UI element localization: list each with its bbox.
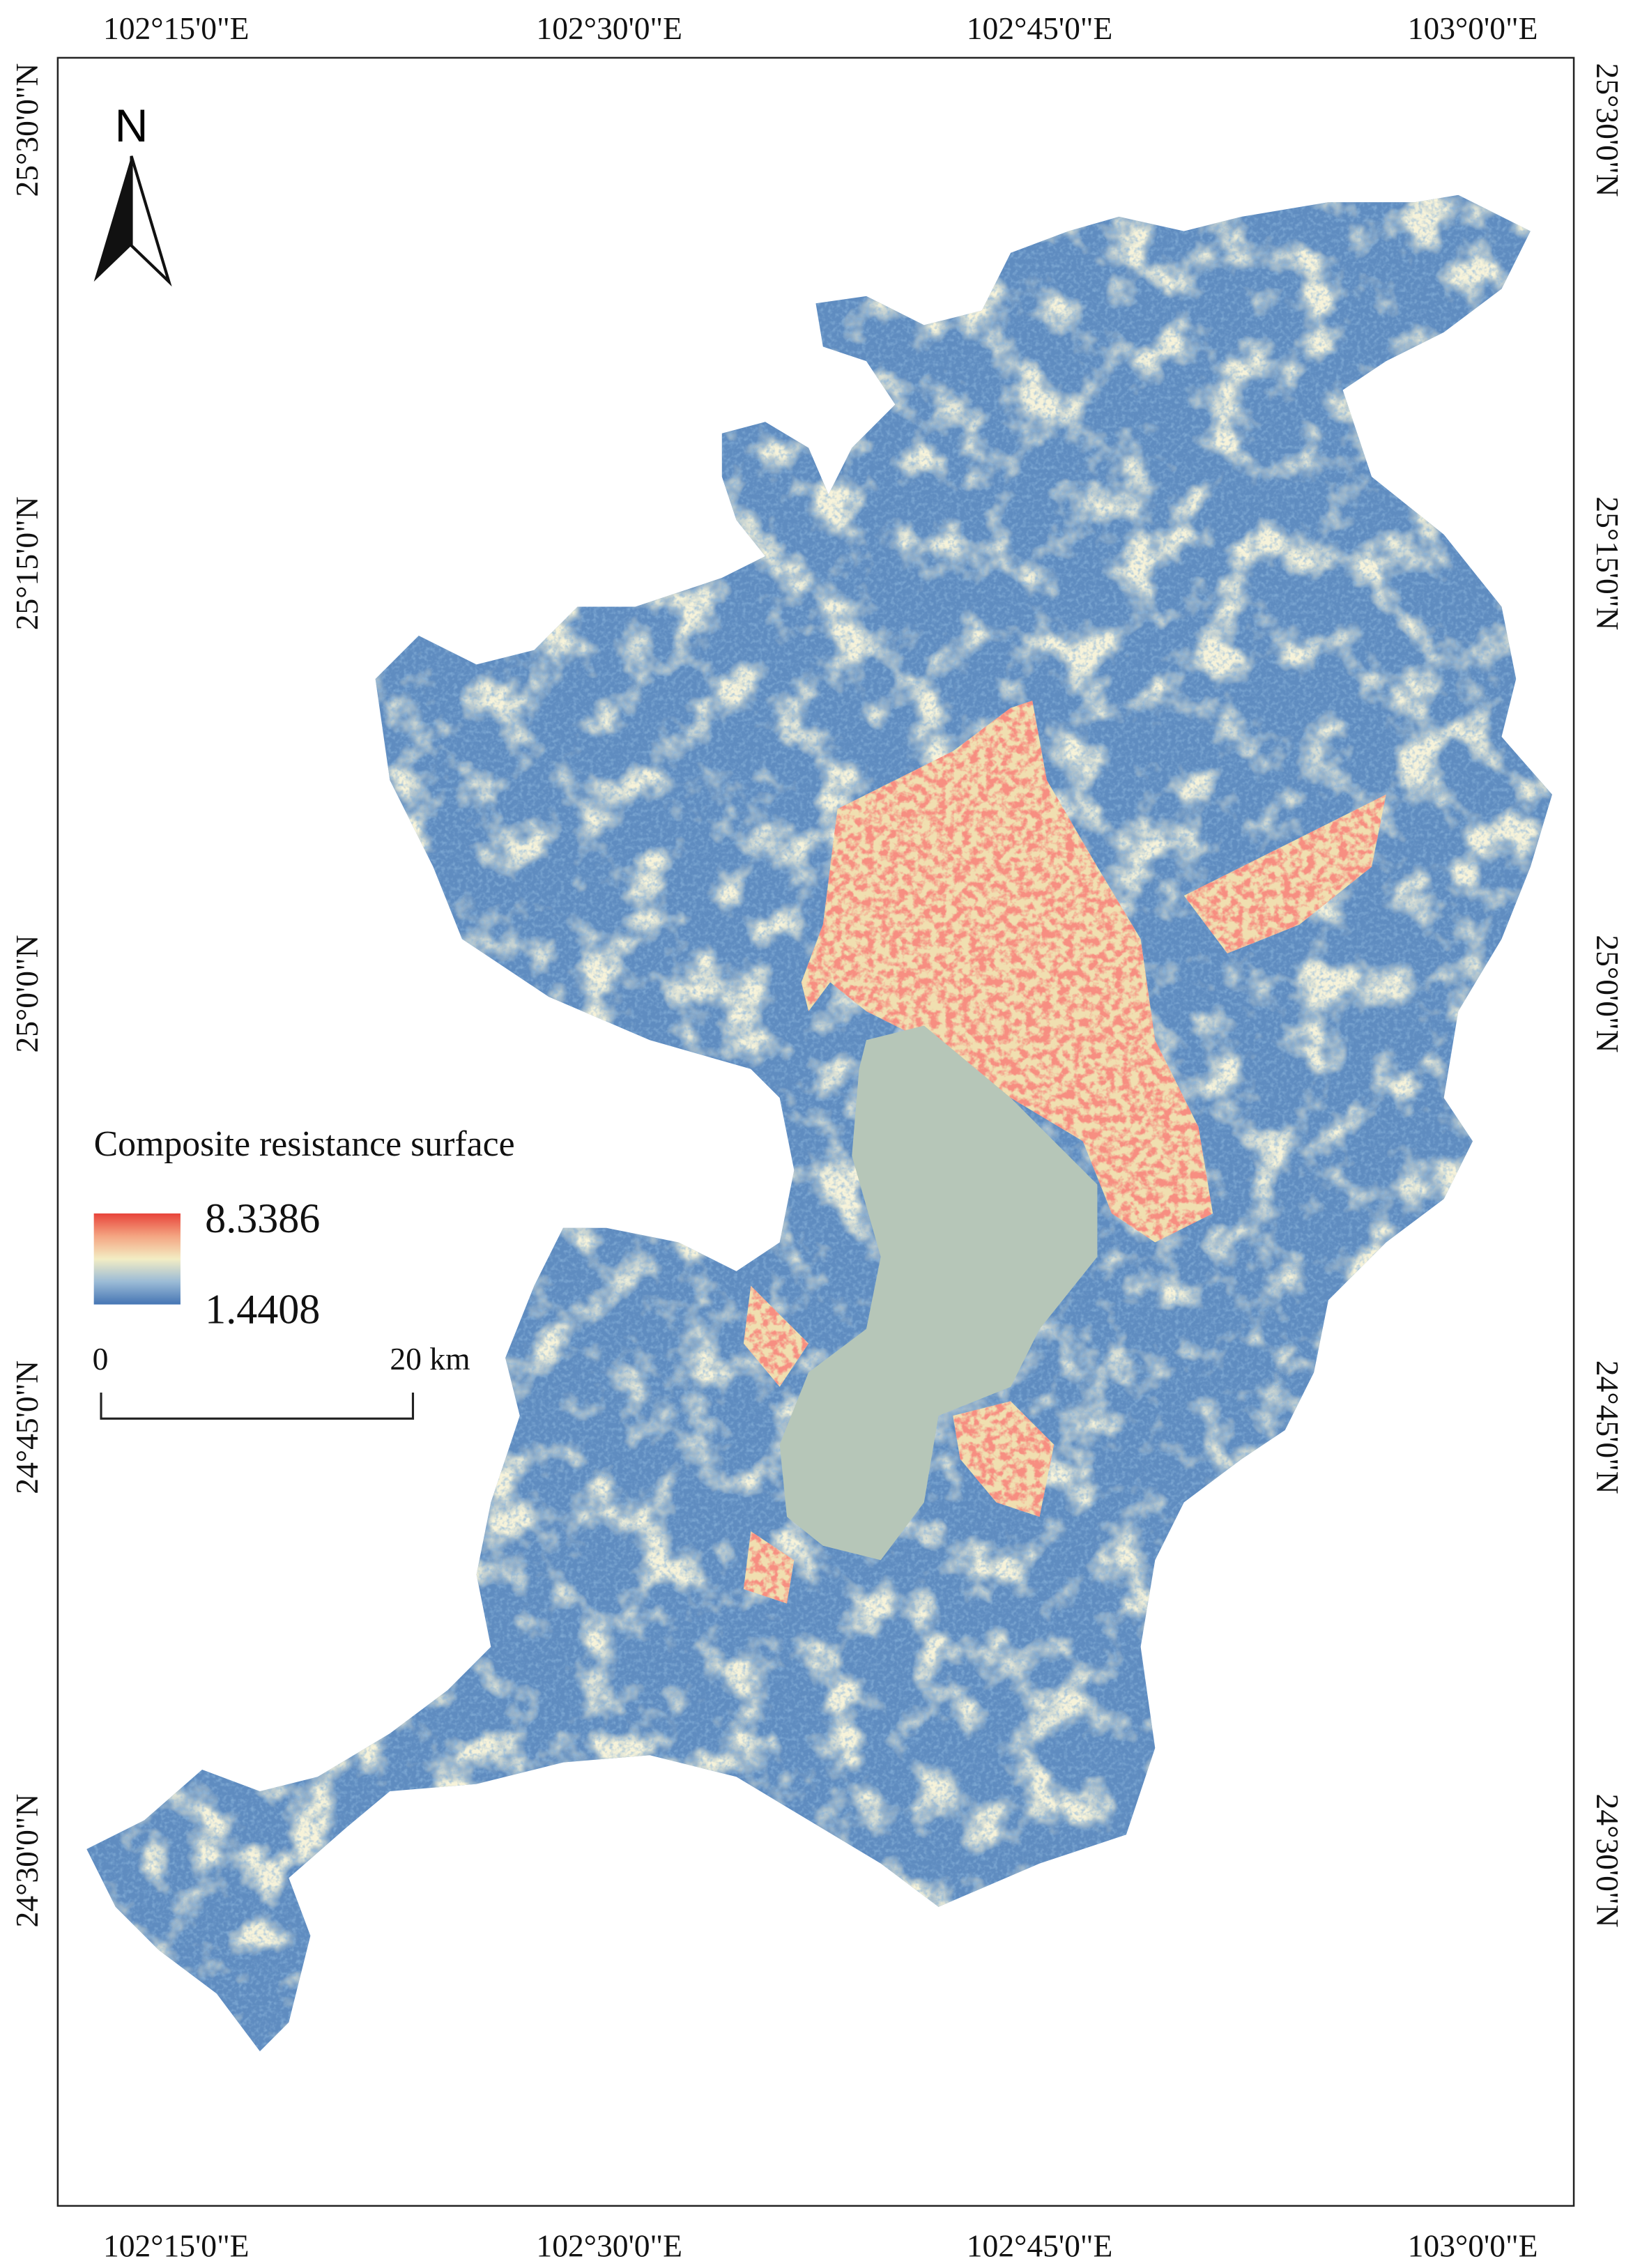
longitude-label-bottom: 102°45'0"E <box>967 2228 1113 2263</box>
scale-line <box>100 1392 415 1420</box>
latitude-label-left: 25°0'0"N <box>9 935 45 1052</box>
north-arrow: N <box>93 100 172 287</box>
latitude-label-right: 24°45'0"N <box>1590 1361 1625 1494</box>
latitude-label-left: 24°45'0"N <box>9 1361 45 1494</box>
scale-end: 20 km <box>390 1341 470 1377</box>
resistance-raster <box>86 194 1552 2052</box>
legend: Composite resistance surface 8.3386 1.44… <box>93 1124 515 1333</box>
latitude-label-right: 24°30'0"N <box>1590 1794 1625 1928</box>
map-frame <box>56 56 1575 2207</box>
latitude-label-right: 25°15'0"N <box>1590 496 1625 630</box>
longitude-label-bottom: 103°0'0"E <box>1408 2228 1538 2263</box>
arrow-left-half <box>93 155 132 282</box>
longitude-label-top: 102°30'0"E <box>536 10 682 46</box>
latitude-label-right: 25°0'0"N <box>1590 935 1625 1052</box>
scale-start: 0 <box>93 1341 109 1377</box>
legend-color-ramp <box>93 1213 181 1305</box>
latitude-label-right: 25°30'0"N <box>1590 63 1625 197</box>
longitude-label-top: 103°0'0"E <box>1408 10 1538 46</box>
latitude-label-left: 24°30'0"N <box>9 1794 45 1928</box>
latitude-label-left: 25°30'0"N <box>9 63 45 197</box>
scale-bar: 0 20 km <box>93 1341 470 1420</box>
longitude-label-top: 102°15'0"E <box>103 10 250 46</box>
lake <box>779 1025 1098 1561</box>
legend-title: Composite resistance surface <box>94 1124 515 1164</box>
arrow-right-half <box>130 155 172 287</box>
legend-max: 8.3386 <box>205 1195 320 1241</box>
legend-min: 1.4408 <box>205 1285 320 1332</box>
longitude-label-bottom: 102°15'0"E <box>103 2228 250 2263</box>
longitude-label-top: 102°45'0"E <box>967 10 1113 46</box>
longitude-label-bottom: 102°30'0"E <box>536 2228 682 2263</box>
graticule-labels: 102°15'0"E 102°15'0"E 102°30'0"E 102°30'0"E… <box>9 10 1625 2263</box>
latitude-label-left: 25°15'0"N <box>9 496 45 630</box>
north-label: N <box>115 100 148 152</box>
